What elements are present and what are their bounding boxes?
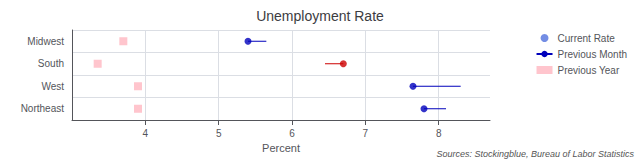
svg-text:Previous Year: Previous Year [558,65,620,76]
svg-text:Northeast: Northeast [21,103,65,114]
svg-text:Midwest: Midwest [27,36,64,47]
svg-text:4: 4 [143,128,149,139]
svg-text:Unemployment Rate: Unemployment Rate [256,8,384,24]
svg-text:6: 6 [289,128,295,139]
svg-text:Percent: Percent [262,142,300,154]
svg-text:South: South [38,58,64,69]
svg-text:Previous Month: Previous Month [558,49,627,60]
svg-text:West: West [41,81,64,92]
svg-text:7: 7 [363,128,369,139]
svg-text:5: 5 [216,128,222,139]
svg-text:Sources: Stockingblue, Bureau: Sources: Stockingblue, Bureau of Labor S… [436,149,634,159]
svg-text:Current Rate: Current Rate [558,33,616,44]
svg-text:8: 8 [436,128,442,139]
